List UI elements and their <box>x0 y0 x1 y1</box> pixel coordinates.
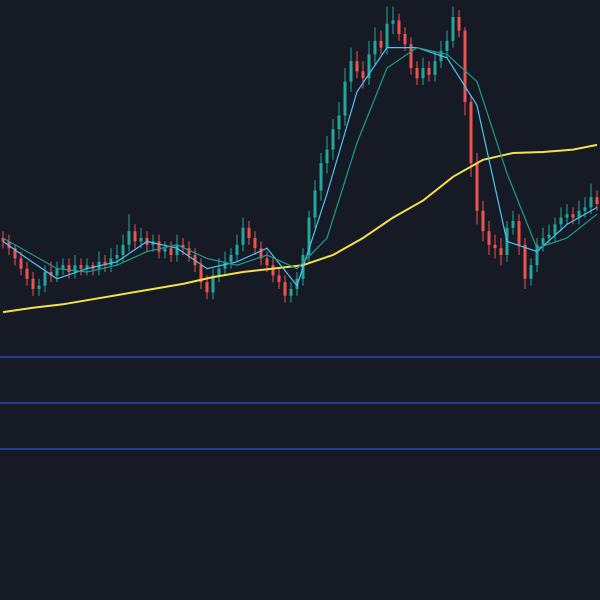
candle-body <box>325 149 329 164</box>
candle-body <box>67 265 71 272</box>
candle-body <box>7 241 11 249</box>
candle-body <box>61 265 65 269</box>
candle-body <box>571 214 575 218</box>
candle-body <box>277 275 281 283</box>
candle-body <box>349 61 353 82</box>
candle-body <box>79 265 83 269</box>
candle-body <box>37 285 41 289</box>
candle-body <box>547 234 551 238</box>
candle-body <box>163 248 167 252</box>
candle-body <box>265 258 269 266</box>
candle-body <box>415 68 419 79</box>
candle-body <box>577 210 581 218</box>
candle-body <box>457 17 461 31</box>
candle-body <box>595 197 599 204</box>
candle-body <box>331 129 335 150</box>
candle-body <box>175 244 179 255</box>
candle-body <box>241 227 245 245</box>
candle-body <box>493 244 497 249</box>
candle-body <box>307 217 311 255</box>
candle-body <box>211 275 215 293</box>
candle-body <box>403 34 407 45</box>
candle-body <box>199 265 203 283</box>
candle-body <box>205 282 209 293</box>
candle-body <box>217 268 221 276</box>
candle-body <box>499 248 503 255</box>
candle-body <box>109 258 113 266</box>
candle-body <box>559 217 563 225</box>
candle-body <box>319 163 323 191</box>
candle-body <box>535 244 539 266</box>
candle-body <box>583 207 587 211</box>
candle-body <box>427 68 431 75</box>
candle-body <box>529 265 533 279</box>
candle-body <box>565 214 569 218</box>
candle-body <box>127 231 131 245</box>
moving-average-line <box>2 46 598 273</box>
candle-body <box>337 115 341 130</box>
candle-body <box>451 17 455 41</box>
candle-body <box>397 20 401 34</box>
candle-body <box>379 40 383 48</box>
candle-body <box>487 231 491 245</box>
candle-body <box>289 289 293 296</box>
candle-body <box>121 244 125 255</box>
candle-body <box>97 261 101 269</box>
candle-body <box>187 248 191 255</box>
candle-body <box>271 265 275 276</box>
candle-body <box>463 30 467 103</box>
candle-body <box>133 231 137 242</box>
candle-body <box>229 255 233 262</box>
candle-body <box>541 238 545 245</box>
candle-body <box>253 238 257 249</box>
candle-body <box>553 224 557 235</box>
candle-body <box>223 261 227 269</box>
candle-body <box>481 210 485 232</box>
candle-body <box>139 238 143 242</box>
candle-body <box>19 258 23 269</box>
candle-body <box>43 272 47 286</box>
candle-body <box>433 61 437 75</box>
candle-body <box>1 238 5 242</box>
candle-body <box>385 23 389 48</box>
candle-body <box>445 40 449 51</box>
candle-body <box>343 81 347 116</box>
candle-body <box>355 61 359 72</box>
candle-body <box>157 241 161 252</box>
candle-body <box>409 44 413 68</box>
candle-body <box>511 221 515 228</box>
candle-body <box>421 68 425 79</box>
candle-body <box>373 40 377 55</box>
candle-body <box>55 268 59 276</box>
candle-body <box>313 190 317 218</box>
candle-body <box>247 227 251 238</box>
candle-body <box>517 221 521 245</box>
candle-body <box>169 248 173 255</box>
candle-body <box>103 261 107 266</box>
candle-body <box>475 163 479 211</box>
candle-body <box>235 244 239 255</box>
candle-body <box>283 282 287 296</box>
candle-body <box>391 20 395 24</box>
candle-body <box>367 54 371 79</box>
candle-body <box>49 272 53 276</box>
candle-body <box>181 244 185 249</box>
moving-average-line <box>2 47 598 287</box>
candle-body <box>13 248 17 259</box>
candle-body <box>523 244 527 279</box>
candle-body <box>85 265 89 269</box>
candle-body <box>25 268 29 279</box>
candle-body <box>361 71 365 79</box>
candle-body <box>589 197 593 208</box>
candle-body <box>73 265 77 272</box>
candle-body <box>259 248 263 259</box>
candle-body <box>469 102 473 164</box>
moving-average-line <box>2 143 598 314</box>
candle-body <box>115 255 119 259</box>
candle-body <box>31 278 35 289</box>
